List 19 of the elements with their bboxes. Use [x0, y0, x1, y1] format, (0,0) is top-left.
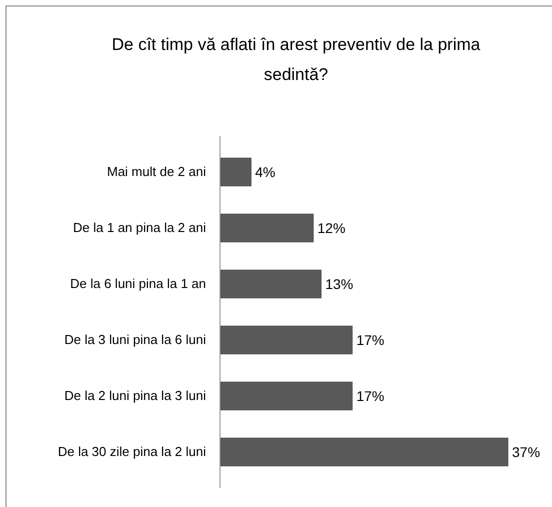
bar	[220, 438, 508, 466]
bar	[220, 326, 353, 354]
bar	[220, 214, 314, 242]
chart-title: De cît timp vă aflati în arest preventiv de la prima sedintă?	[112, 35, 481, 84]
data-label: 17%	[356, 332, 384, 348]
y-tick-label: De la 2 luni pina la 3 luni	[64, 388, 206, 404]
y-tick-label: De la 3 luni pina la 6 luni	[64, 332, 206, 348]
y-tick-label: Mai mult de 2 ani	[107, 164, 206, 180]
bar	[220, 270, 322, 298]
data-label: 12%	[317, 220, 346, 236]
bar	[220, 382, 353, 410]
y-tick-label: De la 6 luni pina la 1 an	[70, 276, 206, 292]
data-label: 4%	[255, 164, 276, 180]
data-label: 13%	[325, 276, 354, 292]
y-tick-label: De la 30 zile pina la 2 luni	[58, 444, 206, 460]
y-tick-label: De la 1 an pina la 2 ani	[73, 220, 206, 236]
bar	[220, 158, 252, 186]
data-label: 37%	[512, 444, 540, 460]
data-label: 17%	[356, 388, 384, 404]
